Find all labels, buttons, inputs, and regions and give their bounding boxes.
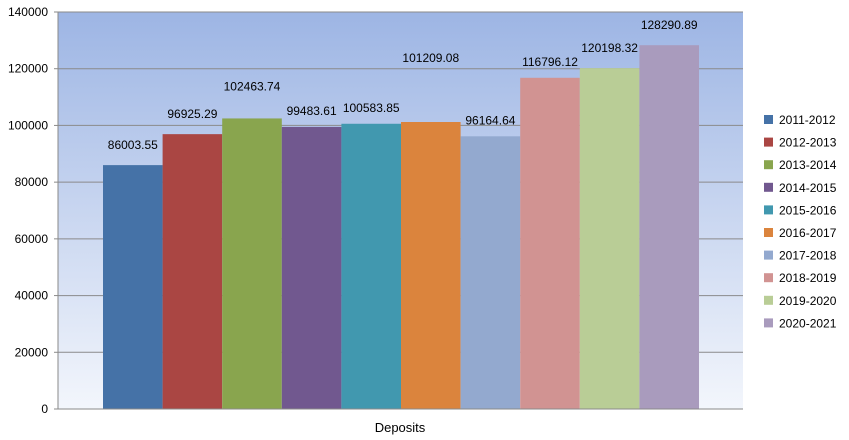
bar-2012-2013: [162, 134, 223, 409]
y-tick-label: 0: [41, 402, 48, 416]
legend-swatch: [764, 182, 773, 192]
bar-2014-2015: [281, 126, 342, 409]
legend-label: 2020-2021: [779, 316, 837, 330]
data-label: 96164.64: [465, 113, 515, 127]
y-tick-labels: 0 20000 40000 60000 80000 100000 120000 140000: [8, 5, 48, 416]
legend-swatch: [764, 137, 773, 147]
data-label: 102463.74: [224, 79, 281, 93]
y-tick-label: 140000: [8, 5, 48, 19]
bar-2020-2021: [639, 45, 699, 410]
legend-label: 2018-2019: [779, 271, 837, 285]
data-label: 100583.85: [343, 101, 400, 115]
legend-swatch: [764, 205, 773, 215]
bar-2015-2016: [341, 123, 401, 409]
legend-swatch: [764, 115, 773, 124]
data-label: 86003.55: [108, 138, 158, 152]
legend-label: 2015-2016: [779, 203, 837, 217]
data-label: 120198.32: [581, 41, 638, 55]
legend-label: 2014-2015: [779, 181, 837, 195]
legend-swatch: [764, 318, 773, 328]
bar-2017-2018: [460, 136, 521, 409]
axes: [54, 11, 743, 410]
bar-2016-2017: [401, 121, 461, 409]
data-label: 99483.61: [287, 104, 337, 118]
y-tick-label: 40000: [15, 289, 49, 303]
legend-label: 2019-2020: [779, 294, 837, 308]
legend-swatch: [764, 250, 773, 260]
bar-2013-2014: [222, 118, 282, 409]
legend-swatch: [764, 228, 773, 237]
legend-label: 2011-2012: [779, 113, 836, 127]
legend-label: 2013-2014: [779, 158, 837, 172]
y-tick-label: 100000: [8, 118, 48, 132]
bar-2011-2012: [103, 165, 163, 409]
data-labels: 86003.55 96925.29 102463.74 99483.61 100583.…: [108, 18, 698, 152]
legend-label: 2016-2017: [779, 226, 837, 240]
data-label: 96925.29: [167, 107, 217, 121]
bars: [103, 45, 699, 410]
bar-2018-2019: [520, 77, 580, 410]
data-label: 128290.89: [641, 18, 698, 32]
x-axis-label: Deposits: [375, 420, 426, 435]
legend-label: 2017-2018: [779, 249, 837, 263]
legend-label: 2012-2013: [779, 136, 837, 150]
y-tick-label: 120000: [8, 62, 48, 76]
legend-swatch: [764, 160, 773, 170]
data-label: 101209.08: [402, 51, 459, 65]
legend-swatch: [764, 295, 773, 305]
legend: 2011-2012 2012-2013 2013-2014 2014-2015 2015…: [764, 113, 837, 330]
y-tick-label: 80000: [15, 175, 49, 189]
y-tick-label: 60000: [15, 232, 49, 246]
y-tick-label: 20000: [15, 345, 49, 359]
data-label: 116796.12: [522, 55, 578, 69]
legend-swatch: [764, 273, 773, 283]
bar-2019-2020: [579, 68, 640, 409]
